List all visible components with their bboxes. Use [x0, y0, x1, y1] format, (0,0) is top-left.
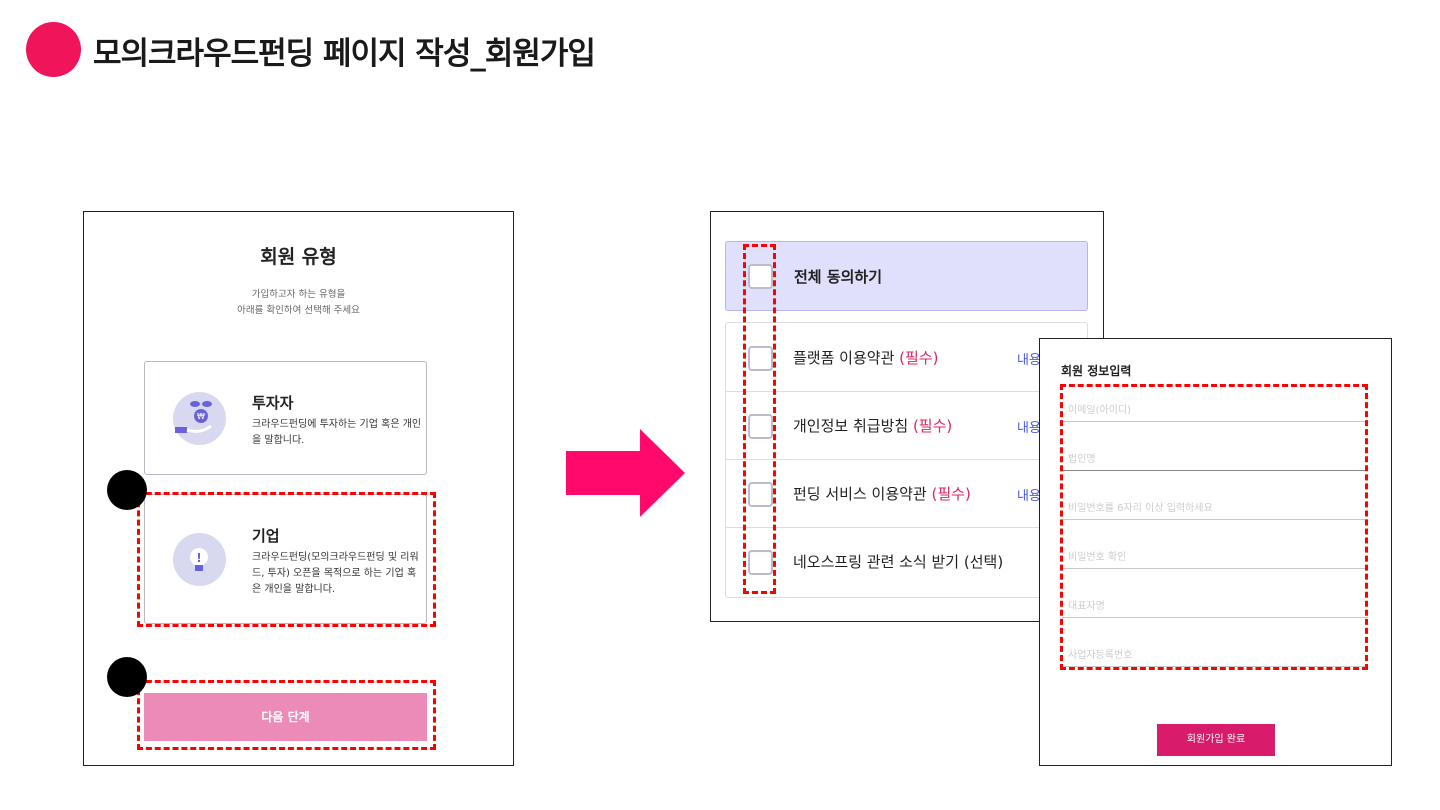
terms-checkbox[interactable]: [748, 414, 773, 439]
marker-1: [107, 470, 147, 510]
ceo-name-input[interactable]: 대표자명: [1062, 569, 1368, 618]
terms-checkbox[interactable]: [748, 346, 773, 371]
terms-checkbox[interactable]: [748, 482, 773, 507]
business-number-input[interactable]: 사업자등록번호: [1062, 618, 1368, 667]
terms-row: 플랫폼 이용약관 (필수) 내용: [725, 324, 1088, 392]
terms-label: 네오스프링 관련 소식 받기 (선택): [793, 553, 1004, 571]
option-title: 투자자: [252, 394, 294, 412]
option-desc: 크라우드펀딩(모의크라우드펀딩 및 리워드, 투자) 오픈을 목적으로 하는 기…: [252, 552, 419, 595]
option-company[interactable]: ! 기업 크라우드펀딩(모의크라우드펀딩 및 리워드, 투자) 오픈을 목적으로…: [144, 494, 427, 624]
arrow-right-icon: [566, 429, 685, 517]
slide-title: 모의크라우드펀딩 페이지 작성_회원가입: [93, 36, 596, 72]
lightbulb-icon: !: [173, 533, 226, 586]
agree-all-label: 전체 동의하기: [794, 268, 883, 286]
subtitle-line-2: 아래를 확인하여 선택해 주세요: [237, 305, 360, 316]
view-terms-link[interactable]: 내용: [1017, 489, 1041, 504]
view-terms-link[interactable]: 내용: [1017, 421, 1041, 436]
option-desc: 크라우드펀딩에 투자하는 기업 혹은 개인을 말합니다.: [252, 419, 422, 446]
member-type-subtitle: 가입하고자 하는 유형을 아래를 확인하여 선택해 주세요: [84, 287, 513, 319]
plant-coin-icon: ₩: [173, 392, 226, 445]
agree-all-row[interactable]: 전체 동의하기: [725, 241, 1088, 311]
agree-all-checkbox[interactable]: [748, 264, 773, 289]
terms-label: 플랫폼 이용약관 (필수): [793, 349, 939, 367]
next-step-button[interactable]: 다음 단계: [144, 693, 427, 741]
svg-text:!: !: [196, 551, 201, 565]
member-type-screen: 회원 유형 가입하고자 하는 유형을 아래를 확인하여 선택해 주세요 ₩ 투자…: [83, 211, 514, 766]
terms-row: 펀딩 서비스 이용약관 (필수) 내용: [725, 460, 1088, 528]
highlight-checkboxes: [743, 244, 776, 594]
title-bullet: [26, 22, 81, 77]
company-name-input[interactable]: 법인명: [1062, 422, 1368, 471]
option-title: 기업: [252, 527, 280, 545]
terms-row: 개인정보 취급방침 (필수) 내용: [725, 392, 1088, 460]
option-investor[interactable]: ₩ 투자자 크라우드펀딩에 투자하는 기업 혹은 개인을 말합니다.: [144, 361, 427, 475]
signup-form-screen: 회원 정보입력 이메일(아이디) 법인명 비밀번호를 6자리 이상 입력하세요 …: [1039, 338, 1392, 766]
highlight-fields: [1060, 384, 1368, 670]
terms-checkbox[interactable]: [748, 550, 773, 575]
highlight-next: [137, 680, 436, 750]
highlight-company: [137, 492, 436, 627]
subtitle-line-1: 가입하고자 하는 유형을: [251, 289, 346, 300]
svg-text:₩: ₩: [197, 412, 205, 421]
terms-label: 펀딩 서비스 이용약관 (필수): [793, 485, 971, 503]
terms-row: 네오스프링 관련 소식 받기 (선택): [725, 528, 1088, 596]
view-terms-link[interactable]: 내용: [1017, 353, 1041, 368]
signup-complete-button[interactable]: 회원가입 완료: [1157, 724, 1275, 756]
email-input[interactable]: 이메일(아이디): [1062, 373, 1368, 422]
password-confirm-input[interactable]: 비밀번호 확인: [1062, 520, 1368, 569]
signup-heading: 회원 정보입력: [1061, 364, 1132, 378]
terms-label: 개인정보 취급방침 (필수): [793, 417, 953, 435]
password-input[interactable]: 비밀번호를 6자리 이상 입력하세요: [1062, 471, 1368, 520]
member-type-heading: 회원 유형: [260, 246, 337, 268]
marker-2: [107, 657, 147, 697]
